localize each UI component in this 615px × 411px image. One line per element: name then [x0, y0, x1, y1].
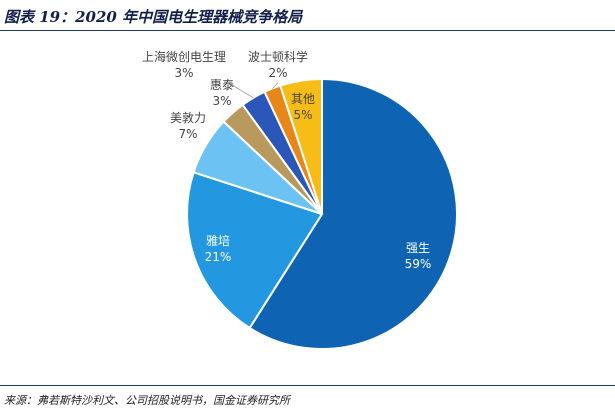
figure-title: 图表 19：2020 年中国电生理器械竞争格局 — [4, 8, 303, 26]
slice-value-2: 7% — [178, 127, 197, 141]
pie-slice-1 — [186, 171, 324, 330]
slice-value-0: 59% — [405, 257, 432, 271]
slice-value-6: 5% — [293, 108, 312, 122]
slice-label-3: 惠泰 — [210, 78, 234, 92]
source-divider — [0, 385, 615, 386]
slice-value-3: 3% — [212, 94, 231, 108]
leader-line-4 — [228, 82, 254, 99]
slice-label-4: 上海微创电生理 — [142, 49, 226, 64]
slice-label-1: 雅培 — [206, 233, 230, 248]
source-note: 来源：弗若斯特沙利文、公司招股说明书，国金证券研究所 — [4, 394, 290, 407]
pie-slice-6 — [279, 77, 323, 215]
pie-slice-0 — [248, 77, 459, 350]
slice-value-4: 3% — [174, 66, 193, 80]
slice-label-0: 强生 — [406, 241, 430, 255]
slice-value-5: 2% — [268, 66, 287, 80]
title-divider — [0, 30, 615, 31]
slice-label-2: 美敦力 — [170, 110, 206, 125]
slice-value-1: 21% — [205, 250, 232, 264]
leader-line-5 — [272, 82, 279, 89]
slice-label-6: 其他 — [291, 92, 315, 106]
slice-label-5: 波士顿科学 — [248, 49, 308, 64]
